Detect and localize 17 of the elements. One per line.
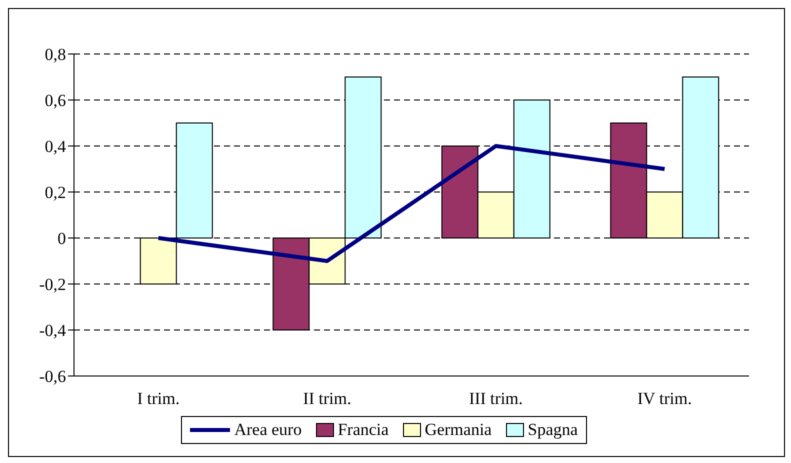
y-tick-label: -0,4: [39, 321, 66, 340]
x-tick-label: I trim.: [137, 389, 180, 408]
x-tick-label: III trim.: [468, 389, 523, 408]
legend-label: Spagna: [528, 420, 578, 440]
line-series: [156, 144, 667, 263]
y-tick-label: 0,6: [44, 91, 66, 110]
y-tick-label: -0,2: [39, 275, 66, 294]
legend-label: Area euro: [234, 420, 302, 440]
y-tick-label: 0,2: [44, 183, 66, 202]
legend-label: Francia: [338, 420, 389, 440]
y-tick-label: 0,8: [44, 45, 66, 64]
legend-label: Germania: [424, 420, 492, 440]
y-tick-label: 0,4: [44, 137, 66, 156]
y-tick-label: -0,6: [39, 367, 66, 386]
y-tick-label: 0: [58, 229, 66, 248]
x-tick-label: II trim.: [303, 389, 352, 408]
x-tick-label: IV trim.: [637, 389, 692, 408]
